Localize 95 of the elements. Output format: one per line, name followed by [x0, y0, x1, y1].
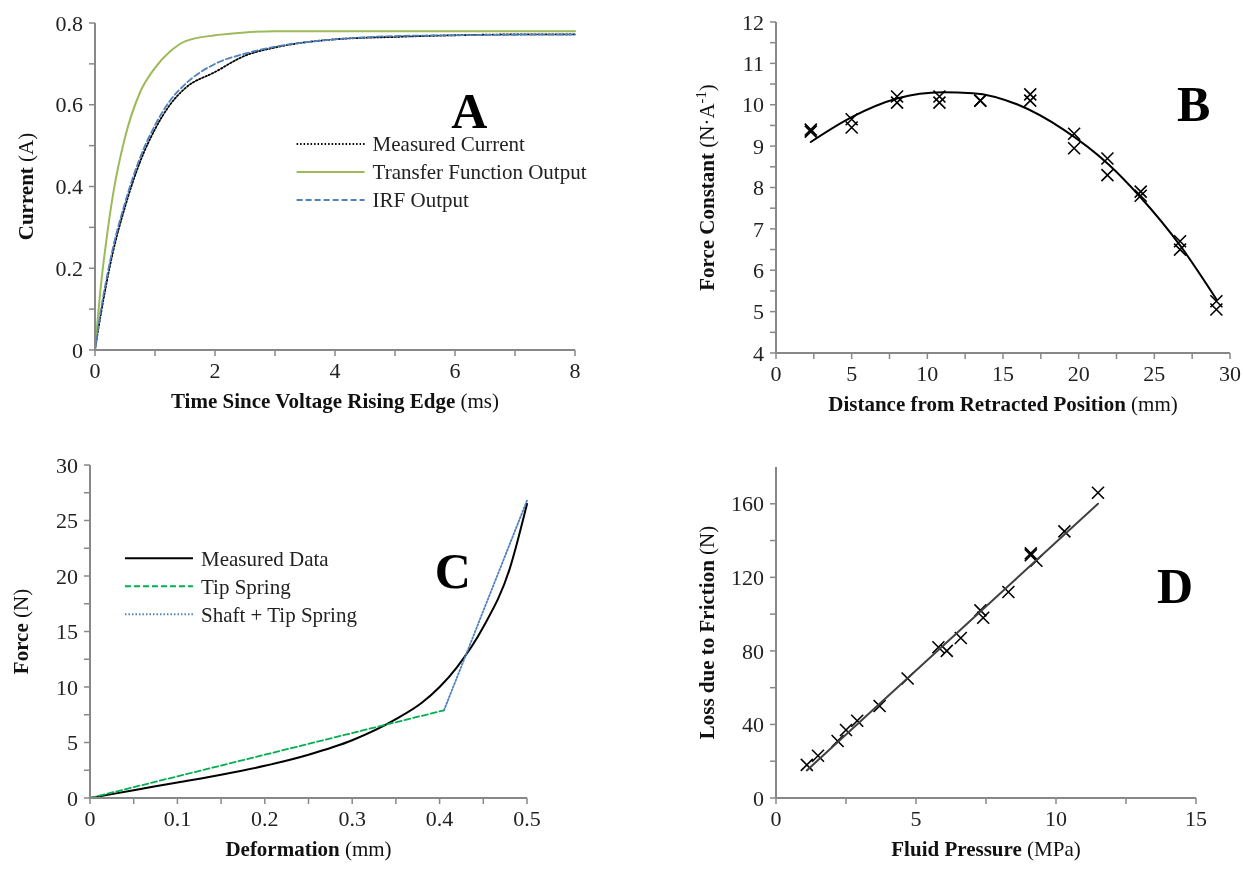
point: [973, 603, 988, 618]
point: [1067, 126, 1081, 141]
y-tick-label: 0.8: [55, 10, 83, 36]
y-tick-label: 0.4: [55, 174, 83, 200]
point: [1209, 302, 1224, 317]
point: [976, 610, 990, 625]
y-tick-label: 4: [753, 340, 764, 366]
point: [931, 640, 946, 655]
y-tick-label: 0.6: [55, 92, 83, 118]
y-tick-label: 20: [56, 563, 78, 589]
x-tick-label: 0: [770, 361, 782, 386]
y-axis-title: Force (N): [9, 588, 33, 675]
point: [1067, 141, 1081, 155]
x-tick-label: 0: [770, 806, 782, 831]
legend-label: Shaft + Tip Spring: [200, 602, 358, 627]
x-tick-label: 15: [1185, 806, 1207, 831]
y-tick-label: 5: [67, 730, 78, 756]
point: [932, 89, 947, 104]
annotation: C: [434, 543, 471, 600]
point: [1100, 168, 1115, 182]
y-tick-label: 9: [753, 133, 764, 159]
annotation: B: [1177, 76, 1211, 133]
y-tick-label: 0.2: [55, 255, 83, 281]
point: [954, 631, 968, 645]
point: [1057, 524, 1072, 539]
point: [890, 95, 904, 110]
point: [1001, 585, 1016, 599]
point: [940, 644, 954, 658]
annotation: D: [1156, 557, 1194, 614]
y-tick-label: 120: [731, 565, 764, 591]
point: [890, 89, 904, 104]
point: [872, 699, 887, 713]
x-tick-label: 0: [89, 358, 101, 383]
point: [830, 734, 845, 748]
y-tick-label: 30: [56, 452, 78, 478]
x-axis-title: Time Since Voltage Rising Edge (ms): [170, 389, 500, 413]
y-tick-label: 40: [742, 712, 764, 738]
point: [1133, 184, 1148, 199]
x-tick-label: 2: [209, 358, 221, 383]
point: [844, 112, 859, 127]
x-tick-label: 6: [449, 358, 461, 383]
point: [1023, 87, 1038, 102]
x-tick-label: 20: [1067, 361, 1090, 386]
y-tick-label: 6: [753, 257, 764, 283]
x-tick-label: 30: [1219, 361, 1241, 386]
legend-label: Tip Spring: [200, 574, 292, 599]
y-tick-label: 7: [753, 216, 764, 242]
y-axis-title: Current (A): [14, 132, 38, 241]
legend-label: Transfer Function Output: [372, 160, 587, 185]
point: [1100, 151, 1115, 166]
y-tick-label: 8: [753, 175, 764, 201]
x-tick-label: 8: [569, 358, 581, 383]
x-tick-label: 0.2: [251, 806, 279, 831]
x-tick-label: 5: [846, 361, 858, 386]
y-axis-title: Loss due to Friction (N): [695, 525, 719, 740]
y-tick-label: 0: [72, 337, 83, 363]
x-tick-label: 10: [1045, 806, 1067, 831]
x-axis-title: Deformation (mm): [225, 837, 392, 861]
x-tick-label: 0.4: [425, 806, 454, 831]
x-tick-label: 0.5: [513, 806, 541, 831]
x-tick-label: 15: [992, 361, 1014, 386]
point: [1133, 188, 1148, 203]
point: [850, 713, 864, 728]
x-tick-label: 0.1: [163, 806, 192, 831]
y-tick-label: 0: [753, 785, 764, 811]
y-tick-label: 0: [67, 785, 78, 811]
point: [1173, 242, 1187, 257]
point: [1023, 93, 1038, 108]
point: [1173, 234, 1187, 249]
x-tick-label: 4: [329, 358, 341, 383]
x-axis-title: Distance from Retracted Position (mm): [828, 392, 1178, 416]
y-tick-label: 10: [742, 92, 764, 118]
point: [1209, 294, 1224, 309]
x-axis-title: Fluid Pressure (MPa): [891, 837, 1081, 861]
point: [844, 120, 859, 135]
y-tick-label: 10: [56, 674, 78, 700]
y-tick-label: 160: [731, 491, 764, 517]
y-tick-label: 25: [56, 508, 78, 534]
y-tick-label: 5: [753, 299, 764, 325]
y-tick-label: 11: [742, 51, 764, 77]
point: [1091, 485, 1105, 500]
x-tick-label: 10: [916, 361, 939, 386]
point: [811, 748, 825, 763]
point: [800, 758, 814, 772]
legend-label: IRF Output: [372, 188, 470, 213]
y-tick-label: 12: [742, 9, 764, 35]
x-tick-label: 0.3: [338, 806, 366, 831]
y-tick-label: 15: [56, 619, 78, 645]
point: [932, 95, 947, 110]
y-tick-label: 80: [742, 638, 764, 664]
x-tick-label: 5: [910, 806, 922, 831]
legend-label: Measured Current: [372, 132, 525, 157]
x-tick-label: 25: [1143, 361, 1166, 386]
legend-label: Measured Data: [200, 546, 330, 571]
point: [839, 723, 853, 737]
